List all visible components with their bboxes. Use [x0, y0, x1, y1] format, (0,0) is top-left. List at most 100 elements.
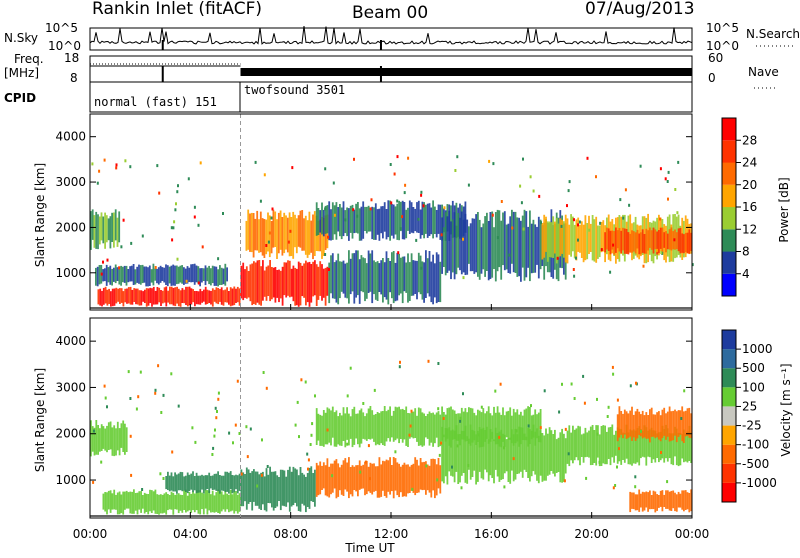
- data-cell: [561, 219, 563, 254]
- data-cell: [500, 220, 503, 280]
- data-cell: [448, 427, 451, 472]
- data-cell: [308, 211, 311, 255]
- scatter-cell: [462, 237, 464, 241]
- data-cell: [224, 263, 227, 286]
- data-cell: [315, 264, 318, 306]
- data-cell: [572, 425, 574, 464]
- data-cell: [127, 287, 130, 304]
- data-cell: [364, 206, 366, 231]
- data-cell: [505, 439, 508, 472]
- data-cell: [188, 267, 191, 282]
- data-cell: [618, 228, 621, 252]
- data-cell: [116, 217, 119, 247]
- data-cell: [270, 221, 273, 254]
- data-cell: [408, 262, 411, 301]
- data-cell: [104, 212, 106, 249]
- data-cell: [220, 287, 223, 305]
- data-cell: [457, 413, 460, 441]
- data-cell: [600, 426, 603, 466]
- data-cell: [679, 433, 682, 466]
- data-cell: [595, 216, 598, 263]
- scatter-cell: [324, 253, 327, 256]
- data-cell: [254, 471, 257, 506]
- data-cell: [215, 287, 218, 304]
- data-cell: [174, 494, 176, 510]
- scatter-cell: [530, 404, 532, 408]
- data-cell: [643, 234, 646, 254]
- scatter-cell: [573, 397, 576, 400]
- scatter-cell: [197, 281, 200, 285]
- nave-label: Nave: [748, 65, 779, 79]
- data-cell: [159, 494, 162, 514]
- data-cell: [159, 265, 162, 283]
- data-cell: [319, 461, 322, 495]
- data-cell: [469, 424, 472, 480]
- data-cell: [208, 290, 211, 303]
- data-cell: [118, 266, 121, 285]
- velocity-range-label: Slant Range [km]: [33, 368, 47, 472]
- data-cell: [607, 427, 610, 459]
- scatter-cell: [170, 372, 173, 376]
- data-cell: [172, 287, 175, 306]
- data-cell: [324, 267, 327, 306]
- scatter-cell: [442, 417, 445, 420]
- data-cell: [313, 211, 316, 256]
- data-cell: [169, 286, 171, 305]
- data-cell: [529, 210, 531, 282]
- scatter-cell: [415, 238, 418, 242]
- scatter-cell: [245, 425, 248, 429]
- data-cell: [113, 212, 115, 248]
- scatter-cell: [451, 465, 453, 469]
- data-cell: [496, 209, 499, 272]
- data-cell: [174, 265, 176, 286]
- data-cell: [566, 218, 569, 264]
- data-cell: [321, 465, 323, 490]
- data-cell: [374, 466, 377, 491]
- scatter-cell: [228, 431, 231, 435]
- data-cell: [134, 269, 137, 285]
- data-cell: [434, 414, 436, 444]
- scatter-cell: [332, 181, 335, 185]
- scatter-cell: [396, 199, 399, 203]
- data-cell: [597, 225, 599, 259]
- data-cell: [385, 251, 388, 300]
- data-cell: [643, 492, 646, 511]
- data-cell: [292, 211, 295, 259]
- data-cell: [374, 203, 377, 240]
- scatter-cell: [522, 227, 525, 231]
- nsky-trace: [89, 26, 693, 50]
- data-cell: [335, 459, 338, 499]
- scatter-cell: [529, 175, 532, 179]
- data-cell: [222, 475, 225, 491]
- scatter-cell: [538, 194, 541, 198]
- scatter-cell: [333, 213, 336, 217]
- data-cell: [392, 410, 395, 442]
- data-cell: [690, 489, 692, 512]
- data-cell: [132, 264, 135, 285]
- data-cell: [641, 410, 644, 439]
- data-cell: [473, 431, 476, 471]
- data-cell: [244, 269, 246, 298]
- range-tick-label: 1000: [55, 266, 86, 280]
- data-cell: [652, 414, 655, 437]
- data-cell: [231, 288, 234, 306]
- data-cell: [394, 206, 397, 235]
- data-cell: [450, 430, 452, 476]
- data-cell: [260, 472, 262, 510]
- scatter-cell: [467, 183, 470, 187]
- data-cell: [652, 227, 655, 254]
- data-cell: [412, 260, 415, 296]
- data-cell: [511, 429, 513, 471]
- data-cell: [448, 210, 451, 271]
- data-cell: [321, 264, 323, 301]
- data-cell: [111, 268, 113, 286]
- cpid-mode-2: twofsound 3501: [244, 83, 345, 97]
- freq-label-line1: Freq.: [14, 52, 44, 66]
- data-cell: [144, 289, 146, 303]
- data-cell: [168, 495, 171, 510]
- data-cell: [163, 287, 166, 303]
- data-cell: [208, 265, 210, 285]
- data-cell: [259, 211, 262, 253]
- data-cell: [262, 260, 264, 301]
